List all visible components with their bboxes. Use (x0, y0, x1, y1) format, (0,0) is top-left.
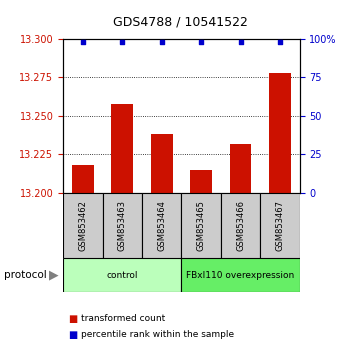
Bar (269, 73, 291, 193)
Text: GSM853464: GSM853464 (157, 200, 166, 251)
Bar (103, 193, 142, 258)
Point (277, 39, 283, 45)
Text: FBxl110 overexpression: FBxl110 overexpression (186, 271, 295, 280)
Text: GSM853463: GSM853463 (118, 200, 127, 251)
Bar (72, 165, 94, 193)
Text: ■: ■ (69, 314, 78, 324)
Text: ▶: ▶ (49, 269, 58, 282)
Text: GSM853465: GSM853465 (197, 200, 206, 251)
Text: ■: ■ (69, 330, 78, 339)
Bar (182, 258, 300, 292)
Bar (63, 258, 182, 292)
Text: transformed count: transformed count (81, 314, 165, 323)
Text: GSM853462: GSM853462 (78, 200, 87, 251)
Bar (151, 135, 173, 193)
Point (198, 39, 204, 45)
Bar (260, 193, 300, 258)
Bar (63, 193, 103, 258)
Bar (142, 193, 182, 258)
Text: GSM853466: GSM853466 (236, 200, 245, 251)
Bar (190, 170, 212, 193)
Point (119, 39, 125, 45)
Point (80, 39, 86, 45)
Text: protocol: protocol (4, 270, 46, 280)
Text: percentile rank within the sample: percentile rank within the sample (81, 330, 234, 339)
Text: control: control (106, 271, 138, 280)
Text: GDS4788 / 10541522: GDS4788 / 10541522 (113, 16, 248, 29)
Bar (182, 193, 221, 258)
Text: GSM853467: GSM853467 (275, 200, 284, 251)
Point (159, 39, 165, 45)
Bar (230, 144, 251, 193)
Bar (112, 104, 133, 193)
Bar (221, 193, 260, 258)
Point (238, 39, 243, 45)
